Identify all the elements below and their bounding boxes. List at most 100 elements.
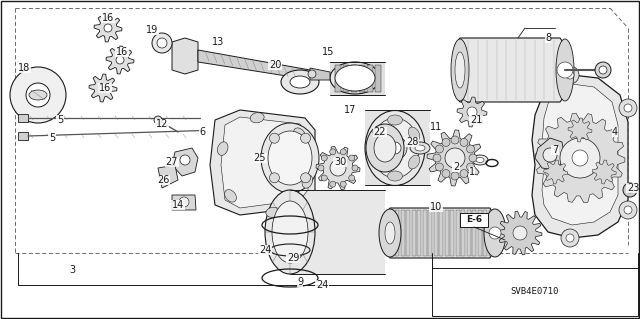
Circle shape xyxy=(349,155,355,161)
Polygon shape xyxy=(417,210,421,256)
Circle shape xyxy=(318,165,324,171)
Text: 19: 19 xyxy=(146,25,158,35)
Polygon shape xyxy=(467,210,470,256)
Circle shape xyxy=(352,165,358,171)
Text: 16: 16 xyxy=(99,83,111,93)
Circle shape xyxy=(435,163,444,171)
Text: 11: 11 xyxy=(430,122,442,132)
Ellipse shape xyxy=(281,70,319,94)
Circle shape xyxy=(467,145,475,153)
Circle shape xyxy=(624,104,632,112)
Text: 23: 23 xyxy=(627,183,639,193)
Polygon shape xyxy=(401,210,404,256)
Ellipse shape xyxy=(472,155,488,165)
Circle shape xyxy=(26,83,50,107)
Text: 30: 30 xyxy=(334,157,346,167)
Text: 16: 16 xyxy=(102,13,114,23)
Ellipse shape xyxy=(29,90,47,100)
Ellipse shape xyxy=(379,209,401,257)
Polygon shape xyxy=(94,14,122,42)
Polygon shape xyxy=(427,130,483,186)
Circle shape xyxy=(389,142,401,154)
Polygon shape xyxy=(385,208,495,258)
Circle shape xyxy=(451,136,459,144)
Polygon shape xyxy=(450,210,454,256)
Circle shape xyxy=(269,173,280,183)
Text: 18: 18 xyxy=(18,63,30,73)
Ellipse shape xyxy=(385,222,395,244)
Polygon shape xyxy=(406,210,410,256)
Ellipse shape xyxy=(268,131,312,185)
Circle shape xyxy=(157,38,167,48)
Circle shape xyxy=(330,149,336,155)
Polygon shape xyxy=(395,210,399,256)
Polygon shape xyxy=(542,84,618,225)
Polygon shape xyxy=(106,46,134,74)
Circle shape xyxy=(451,172,459,180)
Ellipse shape xyxy=(302,174,312,188)
Polygon shape xyxy=(18,114,28,122)
Ellipse shape xyxy=(484,209,506,257)
Circle shape xyxy=(467,163,475,171)
Circle shape xyxy=(99,84,107,92)
Text: 20: 20 xyxy=(269,60,281,70)
Polygon shape xyxy=(172,38,198,74)
Ellipse shape xyxy=(265,190,315,274)
Circle shape xyxy=(543,148,557,162)
Circle shape xyxy=(566,234,574,242)
Polygon shape xyxy=(483,210,487,256)
Text: 5: 5 xyxy=(57,115,63,125)
Ellipse shape xyxy=(272,201,308,263)
Polygon shape xyxy=(488,210,493,256)
Ellipse shape xyxy=(451,39,469,101)
Text: 9: 9 xyxy=(297,277,303,287)
Ellipse shape xyxy=(556,39,574,101)
Ellipse shape xyxy=(387,115,403,125)
Polygon shape xyxy=(330,62,385,95)
Polygon shape xyxy=(455,38,565,102)
Ellipse shape xyxy=(371,118,419,178)
Text: SVB4E0710: SVB4E0710 xyxy=(511,287,559,296)
Circle shape xyxy=(179,197,189,207)
Polygon shape xyxy=(18,132,28,140)
Polygon shape xyxy=(535,113,625,203)
Ellipse shape xyxy=(374,134,396,162)
Text: 7: 7 xyxy=(552,145,558,155)
Polygon shape xyxy=(310,68,330,80)
Circle shape xyxy=(627,187,633,193)
Text: 24: 24 xyxy=(316,280,328,290)
Circle shape xyxy=(460,138,468,146)
Circle shape xyxy=(469,154,477,162)
Circle shape xyxy=(566,71,574,79)
Polygon shape xyxy=(477,210,481,256)
Text: 16: 16 xyxy=(116,47,128,57)
Polygon shape xyxy=(428,210,432,256)
Circle shape xyxy=(442,138,450,146)
Ellipse shape xyxy=(366,124,404,172)
Circle shape xyxy=(152,33,172,53)
Text: 6: 6 xyxy=(199,127,205,137)
Circle shape xyxy=(513,226,527,240)
Polygon shape xyxy=(457,97,487,127)
Text: 13: 13 xyxy=(212,37,224,47)
Polygon shape xyxy=(422,210,426,256)
Circle shape xyxy=(116,56,124,64)
Ellipse shape xyxy=(415,145,425,151)
Circle shape xyxy=(383,136,407,160)
Polygon shape xyxy=(433,210,438,256)
Circle shape xyxy=(104,24,112,32)
Polygon shape xyxy=(210,110,315,215)
Circle shape xyxy=(435,145,444,153)
Polygon shape xyxy=(412,210,415,256)
Circle shape xyxy=(623,183,637,197)
Ellipse shape xyxy=(365,110,425,186)
Ellipse shape xyxy=(476,158,484,162)
Polygon shape xyxy=(351,65,357,92)
Polygon shape xyxy=(498,211,542,255)
Circle shape xyxy=(349,175,355,181)
Circle shape xyxy=(561,229,579,247)
Circle shape xyxy=(467,107,477,117)
Circle shape xyxy=(572,150,588,166)
Ellipse shape xyxy=(294,128,305,140)
Polygon shape xyxy=(456,210,460,256)
